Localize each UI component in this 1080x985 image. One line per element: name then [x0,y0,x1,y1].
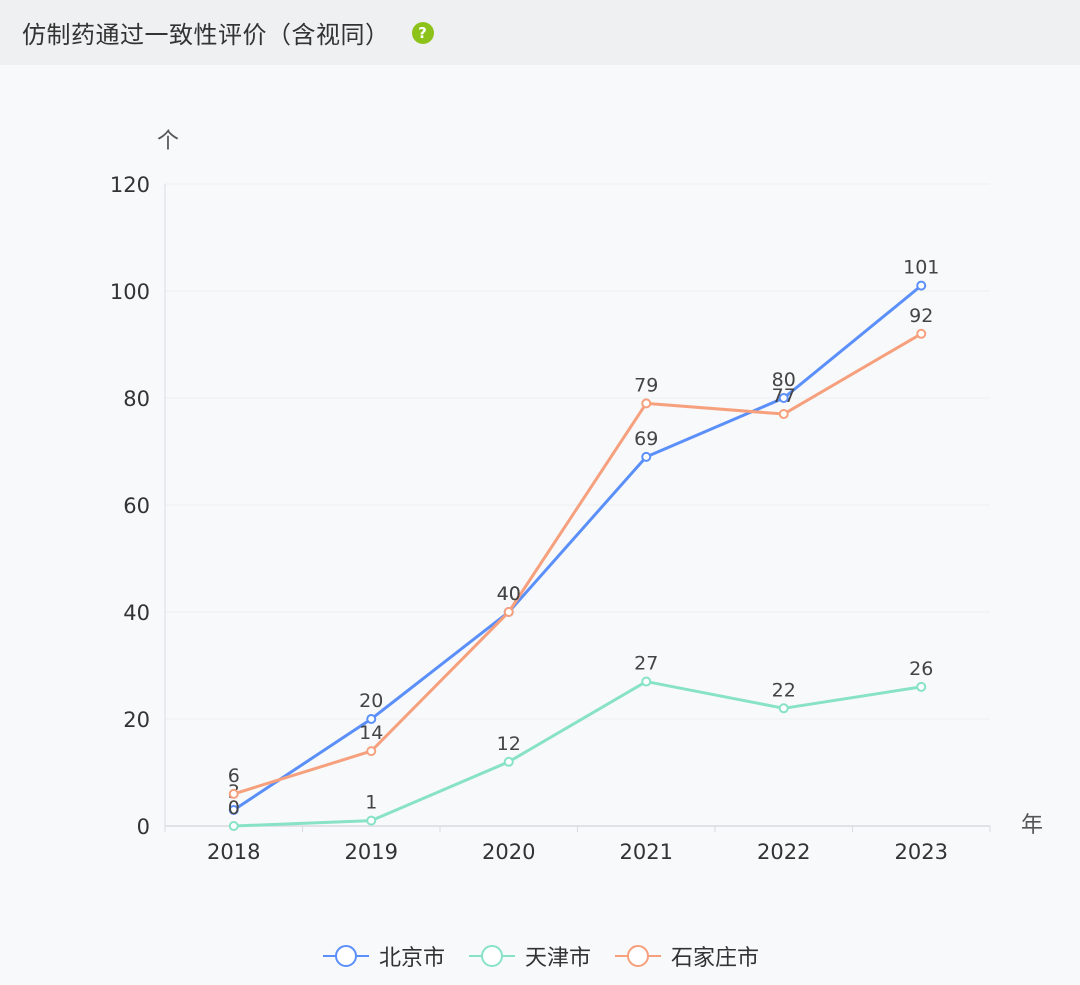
data-label: 27 [634,653,658,675]
chart-title: 仿制药通过一致性评价（含视同） [22,21,390,49]
data-label: 40 [497,583,521,605]
x-axis-label: 年 [1021,813,1043,838]
data-point [641,676,652,687]
data-label: 22 [772,679,796,701]
data-point [916,681,927,692]
legend-swatch-icon [322,945,369,967]
y-tick-label: 60 [123,494,150,518]
x-tick-label: 2022 [757,840,810,864]
data-label: 77 [772,385,796,407]
series-line [233,332,923,796]
x-tick-label: 2021 [620,840,673,864]
x-tick-label: 2018 [207,840,260,864]
chart-area: 0 20 40 60 80 100 120 2018 2019 2020 2021 2022 2023 个… [0,65,1080,985]
legend-label: 石家庄市 [671,946,760,971]
series-line [233,680,922,828]
data-label: 40 [497,583,521,605]
data-point [503,607,514,617]
legend-swatch-icon [468,945,515,967]
data-point [778,409,789,420]
data-point [228,821,239,831]
data-point [228,804,239,815]
data-point [366,714,377,724]
data-label: 1 [365,792,377,814]
data-label: 12 [497,733,521,755]
x-tick-label: 2023 [895,840,948,864]
y-axis-label: 个 [157,129,179,154]
legend-item[interactable]: 石家庄市 [613,940,759,972]
data-label: 80 [772,369,796,391]
data-label: 20 [359,690,383,712]
y-tick-label: 20 [123,708,150,732]
data-label: 26 [909,658,933,680]
y-tick-label: 100 [110,280,150,304]
data-label: 6 [228,765,240,787]
series-line [232,284,923,812]
data-point [916,280,927,291]
data-label: 0 [228,797,240,819]
legend-label: 北京市 [378,946,445,971]
legend-item[interactable]: 天津市 [467,940,591,972]
data-label: 14 [359,722,383,744]
data-point [366,815,377,826]
data-point [641,398,652,409]
legend-label: 天津市 [524,946,591,971]
help-icon[interactable]: ? [411,21,434,44]
data-label: 101 [903,257,939,279]
legend-swatch-icon [615,945,661,967]
data-point [503,756,514,767]
y-tick-label: 0 [137,815,150,839]
data-point [366,746,377,757]
data-label: 92 [909,305,933,327]
y-tick-label: 40 [123,601,150,625]
data-label: 79 [634,374,658,396]
data-label: 69 [634,428,658,450]
chart-legend: 北京市 天津市 石家庄市 [0,940,1080,972]
data-point [778,393,789,403]
chart-header: 仿制药通过一致性评价（含视同） ? [0,0,1080,65]
data-point [641,451,652,462]
x-tick-label: 2019 [345,840,398,864]
legend-item[interactable]: 北京市 [321,940,445,972]
x-tick-label: 2020 [482,840,535,864]
data-point [916,328,927,339]
y-tick-label: 120 [110,173,150,197]
data-point [778,703,789,714]
y-tick-label: 80 [123,387,150,411]
data-point [228,788,239,799]
